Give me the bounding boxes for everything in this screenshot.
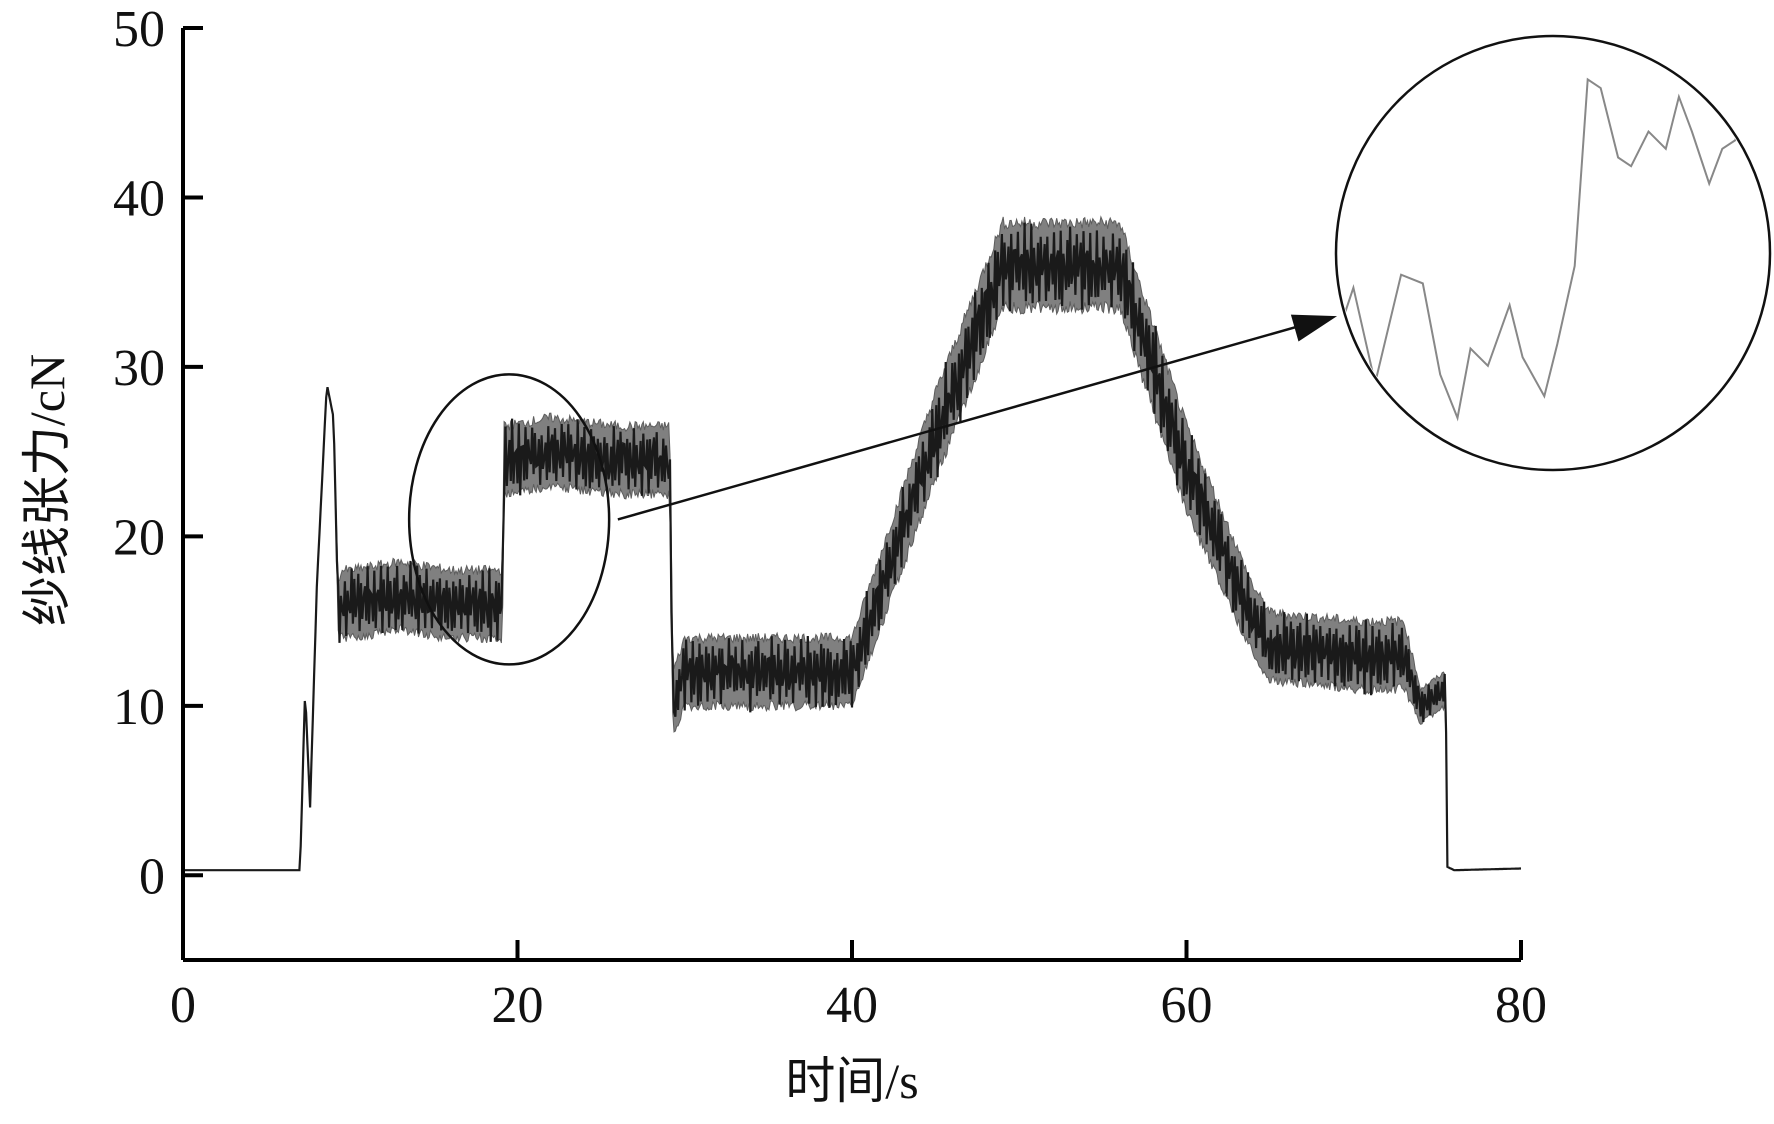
ticks-layer: 0 10 20 30 40 50 0 20 40 60 80 (113, 1, 1547, 1034)
y-tick-label: 0 (139, 848, 165, 905)
arrow-head (1290, 314, 1338, 342)
x-tick-label: 80 (1495, 977, 1547, 1034)
x-tick-label: 40 (826, 977, 878, 1034)
arrow-shaft (617, 319, 1318, 521)
annotation-layer (407, 34, 1772, 666)
y-tick-label: 10 (113, 679, 165, 736)
x-tick-label: 60 (1161, 977, 1213, 1034)
zoom-detail-trace (1338, 77, 1768, 422)
axes (181, 28, 1521, 962)
x-tick-label: 20 (492, 977, 544, 1034)
y-tick-label: 20 (113, 509, 165, 566)
zoom-circle (1334, 34, 1772, 472)
y-axis-title: 纱线张力/cN (19, 354, 75, 626)
y-tick-label: 40 (113, 170, 165, 227)
tension-series-line (183, 222, 1521, 872)
y-tick-label: 30 (113, 340, 165, 397)
zoom-detail-trace-group (1338, 77, 1768, 422)
tension-line-layer (183, 222, 1521, 872)
x-axis-title: 时间/s (785, 1053, 918, 1109)
y-tick-label: 50 (113, 1, 165, 58)
highlight-ellipse (407, 373, 611, 666)
x-tick-label: 0 (170, 977, 196, 1034)
